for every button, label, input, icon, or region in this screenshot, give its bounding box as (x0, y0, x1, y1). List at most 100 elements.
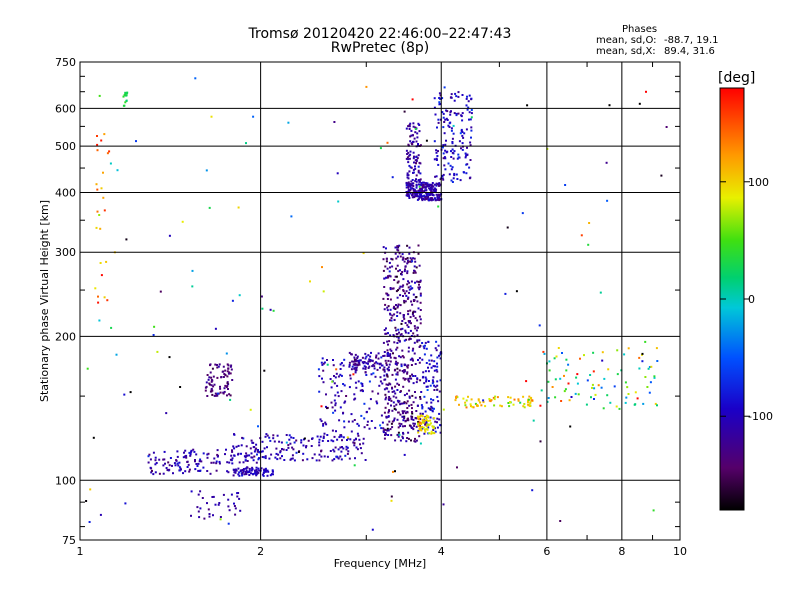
data-point (465, 154, 468, 157)
data-point (205, 169, 208, 172)
data-point (334, 402, 337, 405)
data-point (199, 458, 202, 461)
data-point (354, 366, 357, 369)
data-point (385, 433, 387, 436)
data-point (607, 368, 610, 371)
data-point (231, 450, 234, 453)
data-point (343, 426, 346, 429)
data-point (469, 141, 472, 144)
data-point (333, 458, 336, 461)
data-point (252, 472, 255, 475)
data-point (99, 262, 102, 264)
data-point (417, 252, 420, 255)
data-point (468, 94, 471, 97)
data-point (414, 195, 417, 197)
data-point (222, 376, 225, 378)
data-point (394, 275, 397, 278)
data-point (353, 439, 356, 442)
data-point (236, 495, 239, 498)
data-point (396, 399, 399, 402)
data-point (279, 451, 282, 454)
data-point (419, 292, 422, 295)
data-point (354, 353, 357, 356)
data-point (279, 457, 282, 460)
data-point (575, 376, 578, 379)
data-point (418, 196, 421, 199)
data-point (423, 382, 426, 385)
data-point (211, 393, 214, 396)
data-point (427, 419, 430, 422)
data-point (397, 339, 400, 342)
data-point (410, 166, 413, 169)
data-point (417, 244, 420, 247)
data-point (400, 363, 403, 366)
data-point (414, 260, 417, 263)
data-point (275, 447, 278, 450)
data-point (470, 136, 472, 139)
data-point (282, 448, 285, 451)
data-point (404, 258, 407, 260)
data-point (433, 97, 436, 100)
data-point (407, 332, 410, 335)
data-point (435, 368, 438, 371)
data-point (198, 470, 201, 472)
data-point (232, 474, 235, 477)
data-point (406, 257, 409, 260)
data-point (346, 446, 349, 449)
data-point (336, 172, 339, 175)
data-point (417, 422, 419, 425)
data-point (397, 336, 400, 339)
data-point (469, 118, 472, 121)
data-point (293, 459, 296, 462)
data-point (388, 270, 391, 273)
data-point (407, 310, 410, 313)
data-point (436, 198, 439, 201)
data-point (428, 359, 431, 362)
data-point (411, 194, 413, 197)
data-point (398, 252, 401, 255)
data-point (434, 197, 437, 200)
data-point (460, 129, 463, 132)
data-point (305, 446, 307, 449)
data-point (660, 174, 663, 177)
data-point (519, 401, 522, 404)
data-point (406, 262, 409, 265)
data-point (322, 435, 325, 438)
data-point (223, 387, 226, 390)
data-point (636, 397, 639, 400)
data-point (398, 422, 401, 425)
data-point (391, 287, 394, 290)
data-point (353, 419, 356, 421)
data-point (415, 174, 418, 177)
data-point (450, 110, 452, 113)
data-point (405, 194, 408, 197)
data-point (292, 437, 295, 439)
data-point (310, 445, 313, 447)
data-point (371, 359, 374, 362)
data-point (386, 429, 389, 432)
data-point (162, 458, 165, 461)
data-point (418, 286, 421, 289)
data-point (241, 436, 244, 439)
data-point (358, 363, 361, 366)
data-point (435, 193, 438, 196)
y-tick-label: 750 (55, 56, 76, 69)
data-point (455, 396, 457, 399)
data-point (320, 449, 323, 452)
data-point (367, 354, 370, 357)
data-point (103, 209, 106, 212)
data-point (410, 187, 413, 190)
data-point (321, 363, 324, 366)
data-point (361, 383, 364, 385)
data-point (95, 183, 98, 186)
data-point (403, 402, 405, 405)
data-point (508, 405, 511, 408)
data-point (451, 181, 454, 183)
data-point (436, 126, 438, 129)
data-point (211, 367, 214, 370)
data-point (414, 193, 417, 195)
data-point (418, 195, 421, 198)
data-point (203, 517, 206, 520)
data-point (333, 450, 336, 453)
data-point (419, 187, 422, 190)
